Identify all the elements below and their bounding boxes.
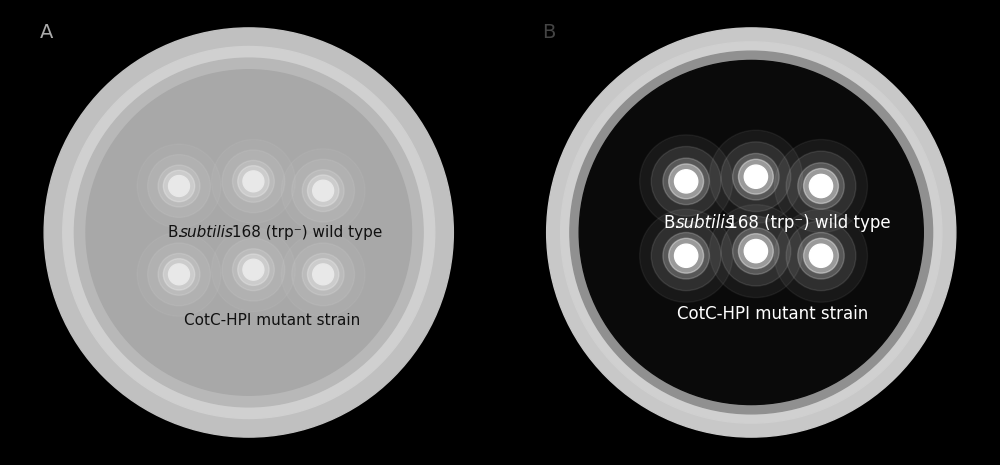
- Circle shape: [640, 135, 733, 228]
- Circle shape: [709, 205, 802, 298]
- Circle shape: [798, 232, 844, 279]
- Text: B: B: [542, 23, 555, 42]
- Circle shape: [809, 174, 833, 198]
- Circle shape: [212, 140, 295, 223]
- Circle shape: [798, 163, 844, 209]
- Circle shape: [307, 175, 339, 206]
- Text: CotC-HPI mutant strain: CotC-HPI mutant strain: [184, 313, 360, 328]
- Circle shape: [281, 149, 365, 232]
- Circle shape: [669, 238, 704, 273]
- Text: A: A: [40, 23, 53, 42]
- Circle shape: [774, 140, 867, 232]
- Circle shape: [313, 264, 334, 285]
- Circle shape: [721, 142, 791, 212]
- Circle shape: [137, 144, 221, 228]
- Circle shape: [243, 171, 264, 192]
- Circle shape: [238, 166, 269, 197]
- Circle shape: [738, 159, 773, 194]
- Circle shape: [651, 146, 721, 216]
- Circle shape: [561, 42, 942, 423]
- Circle shape: [721, 216, 791, 286]
- Circle shape: [163, 259, 195, 290]
- Circle shape: [169, 176, 189, 196]
- Circle shape: [675, 244, 698, 267]
- Circle shape: [222, 238, 285, 301]
- Circle shape: [243, 259, 264, 280]
- Circle shape: [163, 170, 195, 202]
- Circle shape: [733, 228, 779, 274]
- Circle shape: [74, 58, 423, 407]
- Circle shape: [212, 228, 295, 312]
- Circle shape: [675, 170, 698, 193]
- Circle shape: [232, 249, 274, 291]
- Circle shape: [669, 164, 704, 199]
- Text: 168 (trp⁻) wild type: 168 (trp⁻) wild type: [722, 214, 891, 232]
- Circle shape: [809, 244, 833, 267]
- Circle shape: [744, 165, 768, 188]
- Circle shape: [281, 232, 365, 316]
- Circle shape: [137, 232, 221, 316]
- Circle shape: [663, 232, 709, 279]
- Circle shape: [292, 159, 355, 222]
- Text: CotC-HPI mutant strain: CotC-HPI mutant strain: [677, 305, 868, 323]
- Text: B.​subtilis: B.​subtilis: [167, 225, 237, 240]
- Circle shape: [158, 253, 200, 295]
- Text: subtilis: subtilis: [180, 225, 234, 240]
- Circle shape: [738, 233, 773, 269]
- Circle shape: [292, 243, 355, 306]
- Circle shape: [302, 253, 344, 295]
- Circle shape: [804, 238, 838, 273]
- Circle shape: [169, 264, 189, 285]
- Circle shape: [663, 158, 709, 205]
- Circle shape: [786, 151, 856, 221]
- Circle shape: [158, 165, 200, 207]
- Circle shape: [640, 209, 733, 302]
- Circle shape: [733, 153, 779, 200]
- Text: 168 (trp⁻) wild type: 168 (trp⁻) wild type: [227, 225, 382, 240]
- Circle shape: [313, 180, 334, 201]
- Circle shape: [63, 46, 435, 418]
- Circle shape: [148, 154, 210, 218]
- Circle shape: [232, 160, 274, 202]
- Circle shape: [238, 254, 269, 286]
- Circle shape: [651, 221, 721, 291]
- Text: B.: B.: [663, 214, 680, 232]
- Text: B.​subtilis: B.​subtilis: [663, 214, 738, 232]
- Circle shape: [774, 209, 867, 302]
- Circle shape: [804, 169, 838, 204]
- Circle shape: [579, 60, 923, 405]
- Circle shape: [709, 130, 802, 223]
- Circle shape: [222, 150, 285, 213]
- Circle shape: [786, 221, 856, 291]
- Circle shape: [547, 28, 956, 437]
- Circle shape: [86, 70, 412, 395]
- Circle shape: [744, 239, 768, 263]
- Circle shape: [148, 243, 210, 306]
- Circle shape: [44, 28, 453, 437]
- Circle shape: [570, 51, 933, 414]
- Text: B.: B.: [167, 225, 183, 240]
- Circle shape: [307, 259, 339, 290]
- Text: subtilis: subtilis: [676, 214, 734, 232]
- Circle shape: [302, 170, 344, 212]
